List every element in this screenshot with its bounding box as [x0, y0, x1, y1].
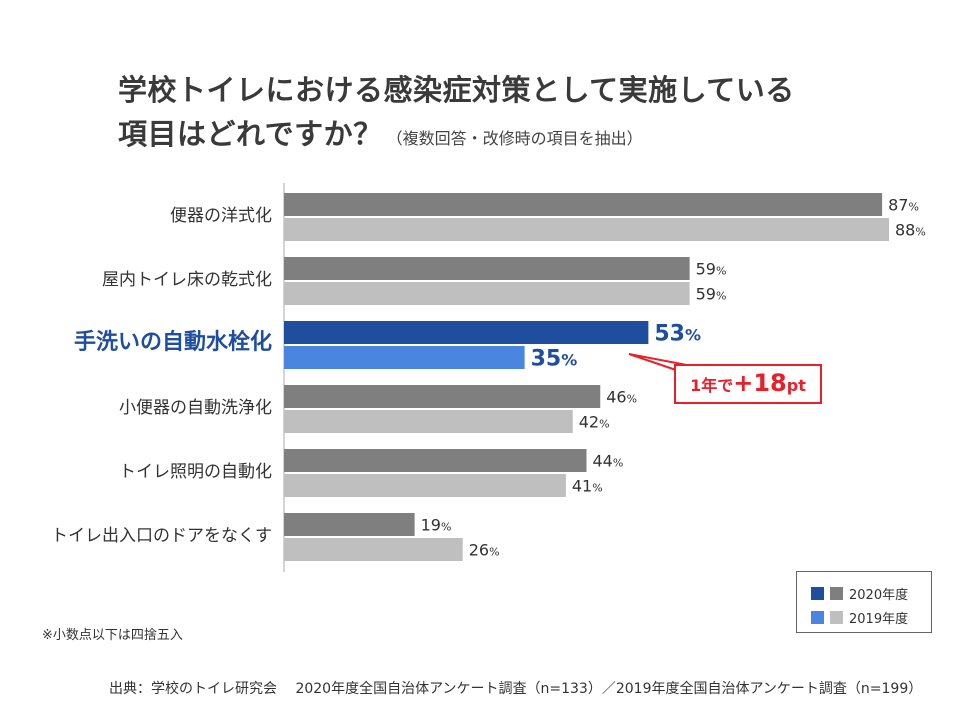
rounding-note: ※小数点以下は四捨五入	[42, 628, 183, 643]
bar-2020年度-4	[284, 449, 587, 472]
data-label: 87%	[888, 196, 919, 215]
title-line-1: 学校トイレにおける感染症対策として実施している	[118, 73, 795, 107]
title-line-2-text: 項目はどれですか？	[118, 117, 383, 151]
bar-2019年度-0	[284, 218, 889, 241]
callout-prefix: 1年で	[690, 376, 734, 395]
bar-2019年度-1	[284, 282, 690, 305]
bar-2020年度-0	[284, 193, 883, 216]
callout-plus: +	[733, 369, 754, 397]
category-label: 小便器の自動洗浄化	[119, 398, 272, 418]
data-label: 46%	[606, 388, 637, 407]
legend-swatch-2020	[830, 586, 843, 600]
bar-2020年度-3	[284, 385, 601, 408]
category-label: トイレ出入口のドアをなくす	[51, 526, 272, 546]
bar-chart: 便器の洋式化 87% 88% 屋内トイレ床の乾式化 59% 59% 手洗いの自動水栓化 53%…	[51, 183, 926, 572]
data-label: 41%	[572, 477, 603, 496]
callout-unit: pt	[786, 376, 806, 395]
data-label: 42%	[579, 413, 610, 432]
legend-swatch-2019-highlight	[811, 610, 824, 624]
bar-2019年度-4	[284, 474, 566, 497]
legend-swatch-2019	[830, 610, 843, 624]
bar-2019年度-2	[284, 346, 525, 369]
category-label: 便器の洋式化	[170, 206, 272, 226]
data-label: 44%	[593, 452, 624, 471]
data-label: 59%	[696, 285, 727, 304]
category-label: 屋内トイレ床の乾式化	[102, 270, 272, 290]
legend-label-2019: 2019年度	[849, 611, 909, 627]
chart-legend: 2020年度 2019年度	[796, 571, 932, 633]
source-text: 出典：学校のトイレ研究会 2020年度全国自治体アンケート調査（n=133）／2…	[109, 681, 923, 697]
bar-2019年度-5	[284, 538, 463, 561]
bar-2020年度-1	[284, 257, 690, 280]
bar-2020年度-5	[284, 513, 415, 536]
data-label: 88%	[895, 221, 926, 240]
legend-label-2020: 2020年度	[849, 587, 909, 603]
chart-title: 学校トイレにおける感染症対策として実施している 項目はどれですか？ （複数回答・改…	[118, 68, 795, 161]
bar-2019年度-3	[284, 410, 573, 433]
callout-value: 18	[753, 369, 787, 397]
category-label: トイレ照明の自動化	[119, 462, 272, 482]
legend-item-2020: 2020年度	[811, 585, 909, 603]
title-line-2: 項目はどれですか？ （複数回答・改修時の項目を抽出）	[118, 112, 795, 161]
data-label: 19%	[421, 516, 452, 535]
bar-2020年度-2	[284, 321, 649, 344]
chart-subtitle: （複数回答・改修時の項目を抽出）	[386, 129, 643, 148]
legend-swatch-2020-highlight	[811, 586, 824, 600]
data-label: 35%	[531, 347, 578, 372]
data-label: 53%	[654, 322, 701, 347]
data-label: 59%	[696, 260, 727, 279]
change-callout: 1年で+18pt	[674, 364, 822, 404]
legend-item-2019: 2019年度	[811, 609, 909, 627]
data-label: 26%	[469, 541, 500, 560]
category-label: 手洗いの自動水栓化	[74, 329, 272, 355]
